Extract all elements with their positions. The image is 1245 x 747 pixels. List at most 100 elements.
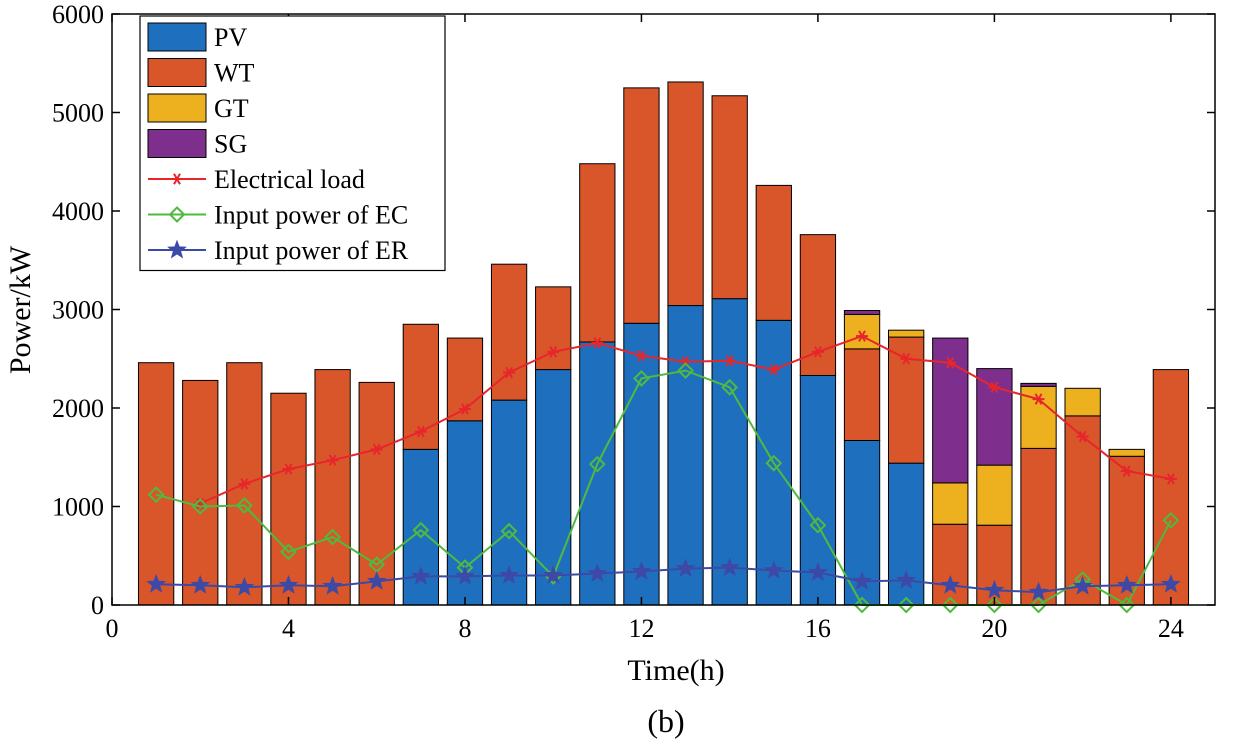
point-input-power-of-ec-5 (324, 528, 342, 546)
x-tick-label-12: 12 (628, 614, 654, 643)
bar-sg-20 (976, 368, 1013, 466)
point-input-power-of-er-16 (808, 562, 828, 581)
point-input-power-of-ec-16 (809, 516, 827, 534)
bar-wt-7 (402, 323, 439, 450)
y-tick-label-4000: 4000 (52, 197, 104, 226)
point-input-power-of-ec-15 (765, 454, 783, 472)
point-input-power-of-er-14 (719, 557, 740, 577)
bar-gt-23 (1108, 448, 1145, 457)
point-input-power-of-er-22 (1072, 575, 1093, 595)
point-input-power-of-er-4 (278, 574, 299, 594)
legend-swatch-pv (147, 22, 207, 52)
point-input-power-of-er-9 (499, 565, 519, 584)
point-input-power-of-ec-14 (721, 378, 739, 396)
bar-wt-12 (623, 87, 660, 324)
y-tick-label-5000: 5000 (52, 99, 104, 128)
point-electrical-load-8 (458, 403, 471, 415)
point-input-power-of-ec-21 (1030, 596, 1047, 614)
point-input-power-of-er-8 (455, 565, 475, 585)
legend-label-gt: GT (214, 94, 249, 123)
point-electrical-load-7 (414, 425, 427, 438)
bar-wt-6 (358, 381, 395, 606)
point-input-power-of-ec-7 (412, 521, 430, 539)
point-input-power-of-er-13 (675, 558, 696, 577)
point-input-power-of-er-20 (984, 579, 1005, 599)
point-input-power-of-ec-17 (853, 596, 871, 614)
bar-wt-14 (711, 95, 748, 300)
point-input-power-of-er-5 (322, 575, 343, 595)
point-input-power-of-er-2 (190, 574, 211, 594)
axes-layer: 0 4 8 12 16 20 24 0 1000 2000 3000 4000 5000 6000 (52, 0, 1216, 643)
point-input-power-of-er-15 (763, 560, 784, 579)
legend-label-input-power-of-ec: Input power of EC (214, 201, 408, 230)
x-tick-label-8: 8 (458, 614, 471, 643)
point-input-power-of-ec-9 (500, 522, 518, 540)
bar-wt-18 (888, 336, 925, 464)
point-input-power-of-ec-20 (985, 596, 1003, 614)
point-electrical-load-3 (238, 478, 251, 490)
legend-swatch-gt (147, 93, 207, 123)
point-input-power-of-ec-4 (280, 543, 297, 561)
legend-label-pv: PV (214, 23, 247, 52)
x-tick-label-4: 4 (282, 614, 295, 643)
y-tick-label-3000: 3000 (52, 296, 104, 325)
point-electrical-load-19 (944, 356, 957, 369)
point-input-power-of-er-19 (940, 574, 961, 594)
legend: PV WT GT SG Electrical load Input power of EC… (139, 15, 446, 272)
point-input-power-of-er-17 (852, 570, 872, 590)
x-tick-label-20: 20 (981, 614, 1007, 643)
bar-wt-11 (579, 163, 616, 343)
point-input-power-of-er-11 (587, 563, 608, 582)
bar-wt-15 (755, 184, 792, 321)
point-input-power-of-er-23 (1116, 574, 1137, 594)
point-input-power-of-ec-1 (147, 486, 165, 504)
legend-marker-input-power-of-er (167, 239, 187, 259)
bar-gt-18 (888, 329, 925, 338)
legend-swatch-sg (147, 129, 207, 158)
legend-marker-electrical-load (171, 173, 183, 185)
legend-marker-input-power-of-ec (168, 206, 186, 223)
bar-gt-20 (976, 464, 1013, 526)
x-axis-label: Time(h) (627, 654, 724, 687)
bar-wt-5 (314, 369, 351, 606)
point-electrical-load-15 (767, 363, 780, 376)
point-electrical-load-9 (503, 366, 516, 379)
bar-pv-13 (667, 305, 704, 606)
legend-label-electrical-load: Electrical load (214, 165, 365, 194)
point-electrical-load-20 (988, 381, 1001, 394)
subfigure-caption: (b) (647, 703, 684, 739)
x-tick-label-16: 16 (805, 614, 831, 643)
point-input-power-of-er-24 (1160, 573, 1181, 593)
point-input-power-of-er-6 (366, 570, 387, 590)
point-electrical-load-24 (1164, 473, 1177, 485)
bar-pv-14 (711, 298, 748, 606)
point-electrical-load-21 (1032, 393, 1045, 405)
point-input-power-of-er-18 (896, 569, 917, 589)
point-electrical-load-14 (723, 355, 736, 367)
y-tick-label-2000: 2000 (52, 394, 104, 423)
y-tick-label-0: 0 (91, 591, 104, 620)
bar-wt-2 (182, 379, 219, 606)
point-electrical-load-6 (370, 443, 383, 456)
bar-gt-19 (932, 482, 969, 525)
bar-sg-17 (843, 309, 881, 315)
point-input-power-of-ec-2 (191, 498, 209, 515)
bar-sg-21 (1020, 382, 1057, 387)
point-input-power-of-ec-24 (1162, 511, 1180, 529)
y-axis-label: Power/kW (4, 245, 37, 374)
point-input-power-of-er-21 (1028, 581, 1049, 601)
point-input-power-of-ec-12 (633, 370, 650, 387)
point-input-power-of-er-3 (234, 576, 255, 596)
legend-swatch-wt (147, 58, 207, 87)
bar-wt-9 (490, 263, 528, 401)
point-electrical-load-23 (1120, 465, 1133, 477)
point-input-power-of-er-7 (410, 565, 431, 585)
point-input-power-of-ec-3 (235, 497, 253, 514)
bar-gt-22 (1064, 387, 1101, 417)
lines-layer (146, 330, 1181, 614)
legend-label-input-power-of-er: Input power of ER (214, 236, 409, 265)
point-electrical-load-10 (547, 346, 560, 358)
bar-wt-24 (1152, 369, 1190, 606)
point-electrical-load-17 (856, 330, 869, 342)
y-tick-label-6000: 6000 (52, 0, 104, 29)
